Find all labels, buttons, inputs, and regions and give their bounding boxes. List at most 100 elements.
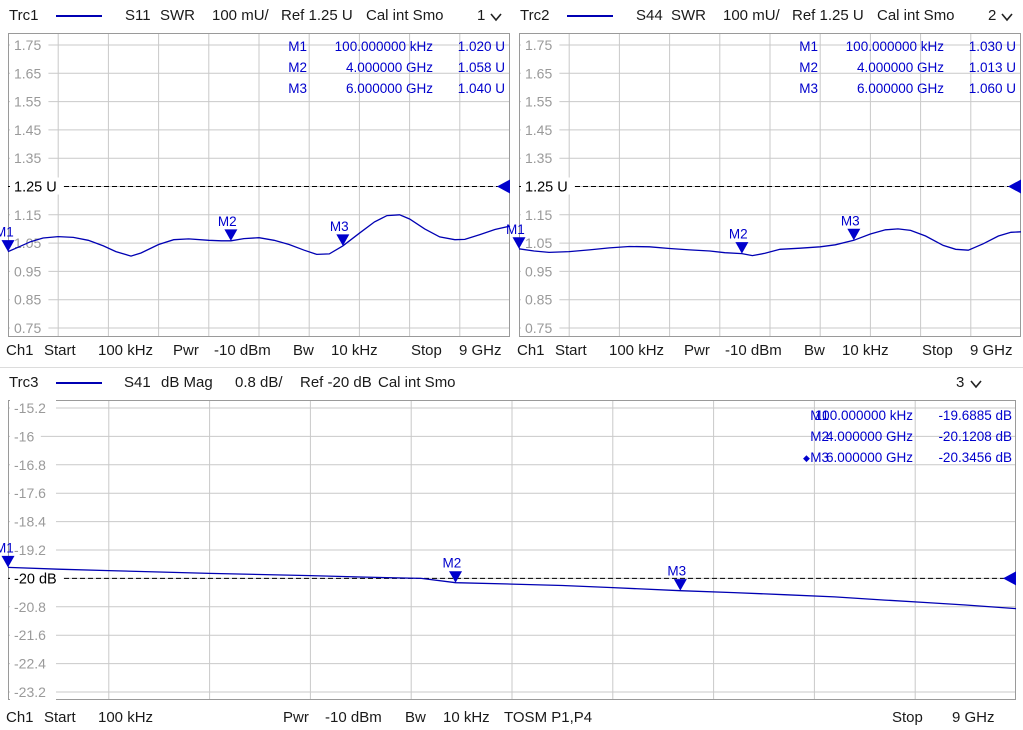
tick-label-bg <box>10 626 56 644</box>
marker-M3-label: M3 <box>841 213 860 228</box>
marker-readout-value: -20.1208 dB <box>938 429 1012 444</box>
marker-M1-symbol[interactable] <box>1 240 15 252</box>
channel-label: Ch1 <box>6 342 34 359</box>
marker-readout-name: M2 <box>799 60 818 75</box>
start-label[interactable]: Start <box>555 342 587 359</box>
trace-cal-status: Cal int Smo <box>378 374 456 391</box>
power-label[interactable]: Pwr <box>283 709 309 726</box>
ref-level-arrow-icon[interactable] <box>1008 179 1021 194</box>
y-tick-label: 1.35 <box>14 150 41 166</box>
power-value[interactable]: -10 dBm <box>214 342 271 359</box>
trace-name[interactable]: Trc2 <box>520 7 550 24</box>
diagram-area-1[interactable]: 1.75 1.65 1.55 1.45 1.35 1.25 U 1.15 1.05 0.95 0.… <box>0 33 511 337</box>
tick-label-bg <box>10 683 56 700</box>
start-value[interactable]: 100 kHz <box>98 709 154 726</box>
tick-label-bg <box>10 427 41 445</box>
trace-name[interactable]: Trc3 <box>9 374 39 391</box>
marker-M2-symbol[interactable] <box>224 229 238 241</box>
tick-label-bg <box>10 484 56 502</box>
tick-label-bg <box>10 290 49 308</box>
marker-readout-name: M1 <box>810 408 829 423</box>
marker-readout-name: M1 <box>288 39 307 54</box>
bandwidth-value[interactable]: 10 kHz <box>443 709 490 726</box>
trace-color-swatch-icon <box>56 382 102 384</box>
marker-readout-freq: 100.000000 kHz <box>335 39 434 54</box>
bandwidth-label[interactable]: Bw <box>293 342 314 359</box>
chevron-down-icon[interactable] <box>1000 11 1014 23</box>
marker-M1-symbol[interactable] <box>512 237 526 249</box>
window-number[interactable]: 3 <box>956 374 965 391</box>
marker-readout-value: 1.030 U <box>969 39 1016 54</box>
power-label[interactable]: Pwr <box>173 342 199 359</box>
channel-footer-2: Ch1 Start 100 kHz Pwr -10 dBm Bw 10 kHz … <box>511 338 1023 364</box>
y-tick-label: 0.95 <box>525 263 552 279</box>
marker-M3-symbol[interactable] <box>847 228 861 241</box>
window-number[interactable]: 2 <box>988 7 997 24</box>
marker-readout-value: 1.040 U <box>458 81 505 96</box>
marker-readout-value: 1.013 U <box>969 60 1016 75</box>
marker-M2-label: M2 <box>218 214 237 229</box>
power-label[interactable]: Pwr <box>684 342 710 359</box>
window-number[interactable]: 1 <box>477 7 486 24</box>
stop-value[interactable]: 9 GHz <box>459 342 502 359</box>
start-label[interactable]: Start <box>44 342 76 359</box>
y-tick-label: 1.35 <box>525 150 552 166</box>
chevron-down-icon[interactable] <box>969 378 983 390</box>
marker-readout-freq: 4.000000 GHz <box>826 429 913 444</box>
marker-M3-symbol[interactable] <box>336 234 350 246</box>
y-tick-label: -23.2 <box>14 684 46 700</box>
trace-header-trc3[interactable]: Trc3 S41 dB Mag 0.8 dB/ Ref -20 dB Cal i… <box>0 368 1023 398</box>
bandwidth-value[interactable]: 10 kHz <box>331 342 378 359</box>
marker-M3-symbol[interactable] <box>673 579 687 591</box>
power-value[interactable]: -10 dBm <box>325 709 382 726</box>
ref-level-label: -20 dB <box>14 571 57 587</box>
power-value[interactable]: -10 dBm <box>725 342 782 359</box>
tick-label-bg <box>10 597 56 615</box>
trace-curve-Trc1[interactable] <box>7 214 511 257</box>
trace-format: SWR <box>160 7 195 24</box>
trace-curve-Trc3[interactable] <box>7 566 1017 610</box>
trace-header-trc2[interactable]: Trc2 S44 SWR 100 mU/ Ref 1.25 U Cal int … <box>511 0 1023 30</box>
marker-M1-symbol[interactable] <box>1 555 15 568</box>
trace-header-trc1[interactable]: Trc1 S11 SWR 100 mU/ Ref 1.25 U Cal int … <box>0 0 511 30</box>
active-marker-diamond-icon: ◆ <box>803 453 810 463</box>
start-label[interactable]: Start <box>44 709 76 726</box>
y-tick-label: -20.8 <box>14 599 46 615</box>
y-tick-label: 1.65 <box>14 65 41 81</box>
y-tick-label: 1.15 <box>14 207 41 223</box>
trace-color-swatch-icon <box>567 15 613 17</box>
marker-M2-symbol[interactable] <box>449 571 463 583</box>
marker-M2-symbol[interactable] <box>735 242 749 254</box>
start-value[interactable]: 100 kHz <box>98 342 154 359</box>
stop-value[interactable]: 9 GHz <box>952 709 995 726</box>
diagram-area-3[interactable]: -15.2 -16 -16.8 -17.6 -18.4 -19.2 -20 dB -20.8 -… <box>0 399 1017 700</box>
ref-level-arrow-icon[interactable] <box>497 179 510 194</box>
y-tick-label: 0.85 <box>14 292 41 308</box>
plot-svg-2[interactable]: 1.75 1.65 1.55 1.45 1.35 1.25 U 1.15 1.05 0.95 0.… <box>506 33 1022 337</box>
diagram-area-2[interactable]: 1.75 1.65 1.55 1.45 1.35 1.25 U 1.15 1.05 0.95 0.… <box>506 33 1022 337</box>
y-tick-label: -16.8 <box>14 457 46 473</box>
stop-label[interactable]: Stop <box>892 709 923 726</box>
chevron-down-icon[interactable] <box>489 11 503 23</box>
trace-sparam: S44 <box>636 7 663 24</box>
plot-svg-3[interactable]: -15.2 -16 -16.8 -17.6 -18.4 -19.2 -20 dB -20.8 -… <box>0 399 1017 700</box>
start-value[interactable]: 100 kHz <box>609 342 665 359</box>
trace-curve-Trc2[interactable] <box>518 228 1022 257</box>
stop-label[interactable]: Stop <box>922 342 953 359</box>
bandwidth-label[interactable]: Bw <box>804 342 825 359</box>
trace-name[interactable]: Trc1 <box>9 7 39 24</box>
stop-value[interactable]: 9 GHz <box>970 342 1013 359</box>
tick-label-bg <box>521 177 575 195</box>
tick-label-bg <box>10 319 49 336</box>
bandwidth-value[interactable]: 10 kHz <box>842 342 889 359</box>
plot-svg-1[interactable]: 1.751.651.551.451.351.25 U1.151.050.950.… <box>0 33 511 337</box>
tick-label-bg <box>521 92 560 110</box>
marker-readout-freq: 4.000000 GHz <box>857 60 944 75</box>
trace-color-swatch-icon <box>56 15 102 17</box>
bandwidth-label[interactable]: Bw <box>405 709 426 726</box>
channel-footer-1: Ch1 Start 100 kHz Pwr -10 dBm Bw 10 kHz … <box>0 338 511 364</box>
ref-level-arrow-icon[interactable] <box>1003 571 1016 586</box>
y-tick-label: 1.45 <box>525 122 552 138</box>
stop-label[interactable]: Stop <box>411 342 442 359</box>
trace-ref: Ref 1.25 U <box>792 7 864 24</box>
